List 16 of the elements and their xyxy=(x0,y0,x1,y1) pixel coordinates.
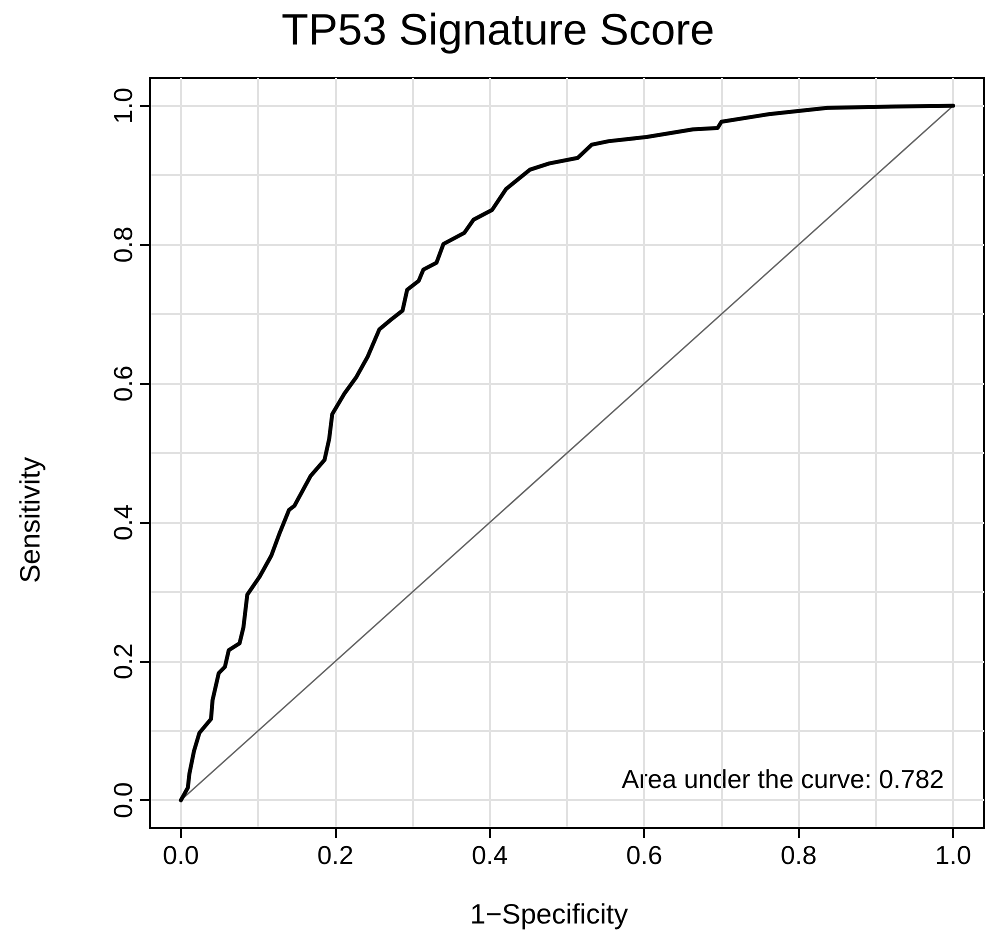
y-tick-label: 0.0 xyxy=(108,782,138,818)
y-tick-label: 0.6 xyxy=(108,365,138,402)
x-tick-label: 0.2 xyxy=(317,840,354,870)
x-tick-label: 0.0 xyxy=(162,840,199,870)
y-tick-label: 0.2 xyxy=(108,643,138,680)
y-tick-label: 1.0 xyxy=(108,88,138,124)
x-tick-label: 0.8 xyxy=(780,840,817,870)
y-tick-label: 0.4 xyxy=(108,504,138,541)
x-tick-label: 0.6 xyxy=(626,840,662,870)
x-tick-label: 0.4 xyxy=(472,840,508,870)
chart-title: TP53 Signature Score xyxy=(282,6,714,54)
y-tick-label: 0.8 xyxy=(108,226,138,263)
x-tick-label: 1.0 xyxy=(935,840,972,870)
x-axis-title: 1−Specificity xyxy=(470,898,628,930)
y-axis-title: Sensitivity xyxy=(14,456,46,584)
annotation: Area under the curve: 0.782 xyxy=(622,764,944,794)
